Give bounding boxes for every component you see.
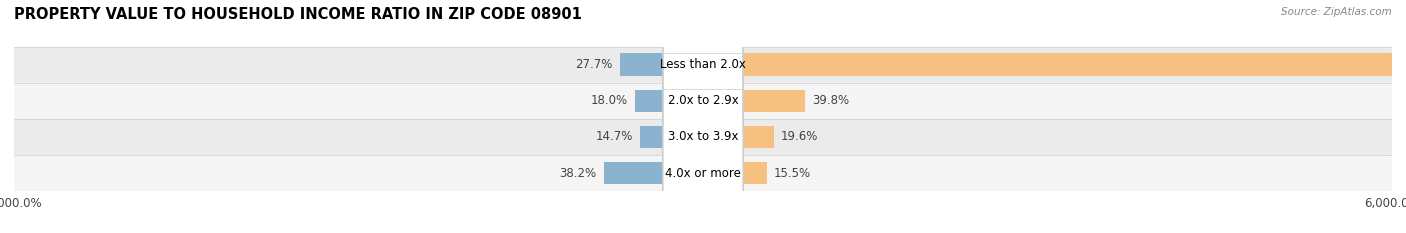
Text: 14.7%: 14.7% bbox=[596, 130, 633, 143]
Bar bbox=[744, 162, 768, 184]
Text: 4.0x or more: 4.0x or more bbox=[665, 167, 741, 179]
Bar bbox=[640, 126, 662, 148]
Bar bbox=[603, 162, 662, 184]
Bar bbox=[744, 53, 1406, 76]
Text: 18.0%: 18.0% bbox=[591, 94, 628, 107]
Text: 15.5%: 15.5% bbox=[775, 167, 811, 179]
Text: Source: ZipAtlas.com: Source: ZipAtlas.com bbox=[1281, 7, 1392, 17]
Text: Less than 2.0x: Less than 2.0x bbox=[659, 58, 747, 71]
Text: 27.7%: 27.7% bbox=[575, 58, 613, 71]
Bar bbox=[636, 89, 662, 112]
FancyBboxPatch shape bbox=[662, 0, 744, 233]
Bar bbox=[620, 53, 662, 76]
Text: 3.0x to 3.9x: 3.0x to 3.9x bbox=[668, 130, 738, 143]
Bar bbox=[744, 126, 773, 148]
FancyBboxPatch shape bbox=[14, 155, 1392, 191]
Text: 2.0x to 2.9x: 2.0x to 2.9x bbox=[668, 94, 738, 107]
Text: 19.6%: 19.6% bbox=[780, 130, 818, 143]
FancyBboxPatch shape bbox=[662, 0, 744, 233]
FancyBboxPatch shape bbox=[14, 47, 1392, 83]
FancyBboxPatch shape bbox=[662, 0, 744, 233]
Text: PROPERTY VALUE TO HOUSEHOLD INCOME RATIO IN ZIP CODE 08901: PROPERTY VALUE TO HOUSEHOLD INCOME RATIO… bbox=[14, 7, 582, 22]
Text: 39.8%: 39.8% bbox=[811, 94, 849, 107]
Bar bbox=[744, 89, 804, 112]
FancyBboxPatch shape bbox=[14, 119, 1392, 155]
Text: 38.2%: 38.2% bbox=[560, 167, 596, 179]
FancyBboxPatch shape bbox=[662, 0, 744, 233]
FancyBboxPatch shape bbox=[14, 83, 1392, 119]
